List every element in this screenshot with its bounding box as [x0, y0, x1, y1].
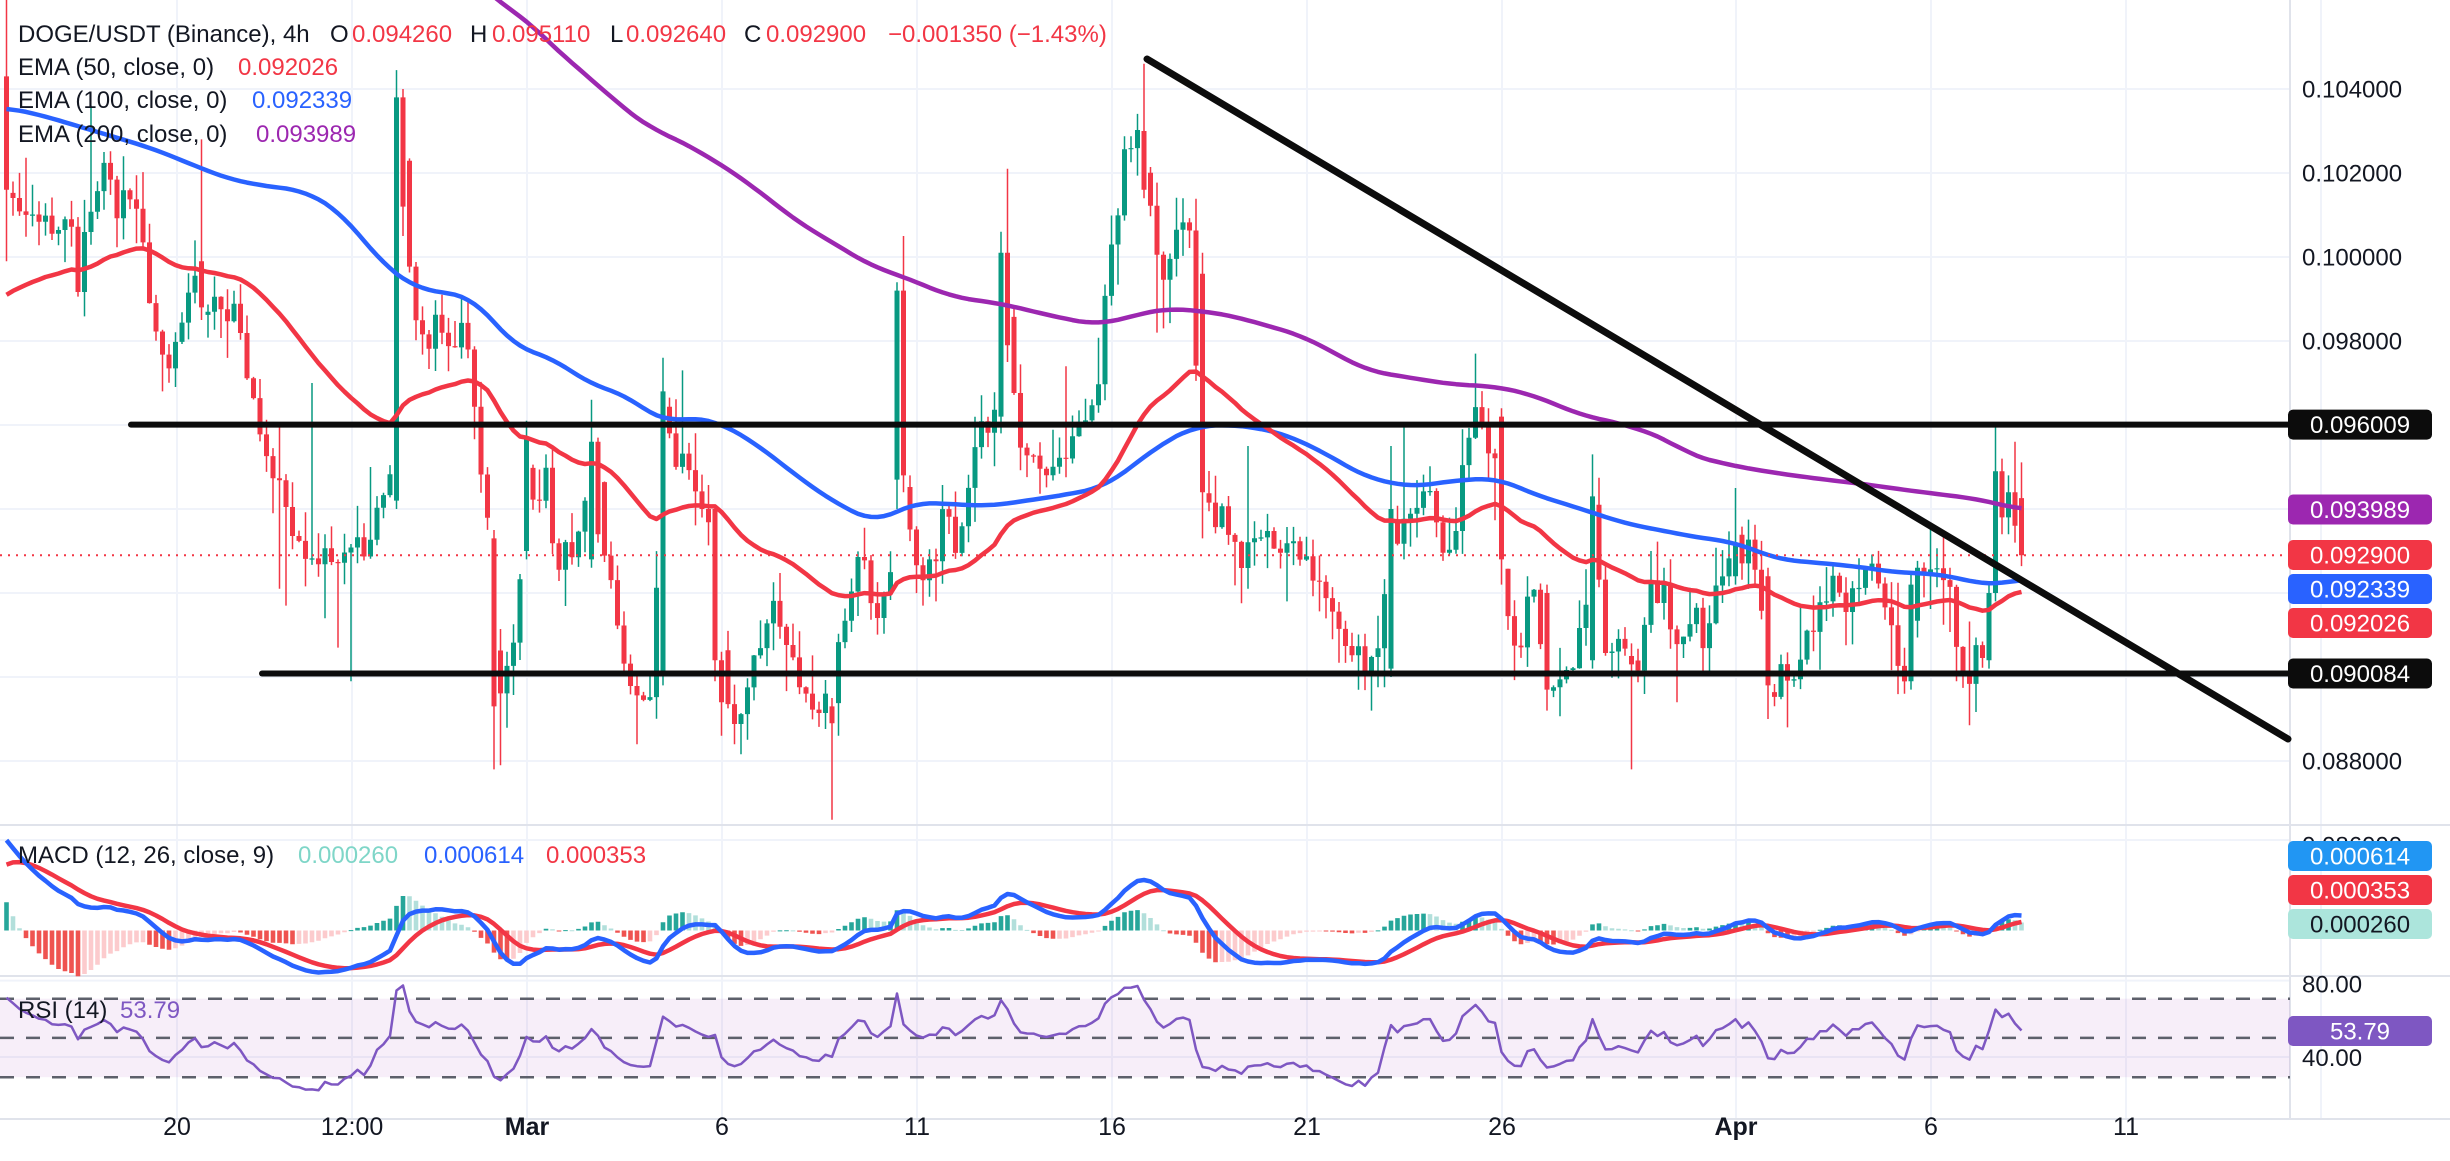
svg-text:6: 6 — [1924, 1113, 1938, 1141]
svg-text:0.000260: 0.000260 — [2310, 911, 2410, 938]
svg-text:80.00: 80.00 — [2302, 971, 2362, 998]
svg-text:H: H — [470, 21, 487, 48]
svg-text:0.092640: 0.092640 — [626, 21, 726, 48]
svg-text:0.092026: 0.092026 — [2310, 610, 2410, 637]
svg-text:11: 11 — [904, 1113, 930, 1141]
svg-text:0.102000: 0.102000 — [2302, 160, 2402, 187]
svg-text:20: 20 — [163, 1113, 191, 1141]
svg-text:−0.001350 (−1.43%): −0.001350 (−1.43%) — [888, 21, 1107, 48]
svg-text:0.092026: 0.092026 — [238, 54, 338, 81]
svg-text:53.79: 53.79 — [2330, 1018, 2390, 1045]
svg-text:0.093989: 0.093989 — [2310, 497, 2410, 524]
svg-text:0.000353: 0.000353 — [2310, 877, 2410, 904]
svg-text:53.79: 53.79 — [120, 997, 180, 1024]
svg-text:26: 26 — [1488, 1113, 1516, 1141]
svg-text:0.092900: 0.092900 — [2310, 542, 2410, 569]
svg-text:0.093989: 0.093989 — [256, 121, 356, 148]
svg-text:Mar: Mar — [505, 1113, 550, 1141]
svg-text:12:00: 12:00 — [321, 1113, 384, 1141]
svg-text:6: 6 — [715, 1113, 729, 1141]
svg-text:0.090084: 0.090084 — [2310, 661, 2410, 688]
svg-text:O: O — [330, 21, 349, 48]
svg-text:0.092339: 0.092339 — [252, 87, 352, 114]
svg-text:0.092900: 0.092900 — [766, 21, 866, 48]
svg-text:L: L — [610, 21, 623, 48]
svg-text:Apr: Apr — [1714, 1113, 1757, 1141]
svg-text:0.092339: 0.092339 — [2310, 576, 2410, 603]
svg-text:11: 11 — [2113, 1113, 2139, 1141]
svg-text:DOGE/USDT (Binance), 4h: DOGE/USDT (Binance), 4h — [18, 21, 310, 48]
svg-text:0.098000: 0.098000 — [2302, 328, 2402, 355]
svg-text:EMA (100, close, 0): EMA (100, close, 0) — [18, 87, 227, 114]
svg-text:0.000353: 0.000353 — [546, 842, 646, 869]
svg-text:0.095110: 0.095110 — [492, 21, 590, 48]
svg-text:40.00: 40.00 — [2302, 1045, 2362, 1072]
svg-text:21: 21 — [1293, 1113, 1321, 1141]
svg-text:EMA (50, close, 0): EMA (50, close, 0) — [18, 54, 214, 81]
svg-text:0.096009: 0.096009 — [2310, 412, 2410, 439]
svg-text:0.000614: 0.000614 — [424, 842, 524, 869]
svg-text:C: C — [744, 21, 761, 48]
svg-text:MACD (12, 26, close, 9): MACD (12, 26, close, 9) — [18, 842, 274, 869]
svg-text:0.100000: 0.100000 — [2302, 244, 2402, 271]
svg-text:0.000614: 0.000614 — [2310, 843, 2410, 870]
svg-text:EMA (200, close, 0): EMA (200, close, 0) — [18, 121, 227, 148]
svg-text:0.094260: 0.094260 — [352, 21, 452, 48]
svg-text:0.000260: 0.000260 — [298, 842, 398, 869]
svg-text:0.088000: 0.088000 — [2302, 748, 2402, 775]
svg-text:RSI (14): RSI (14) — [18, 997, 107, 1024]
svg-text:0.104000: 0.104000 — [2302, 76, 2402, 103]
svg-text:16: 16 — [1098, 1113, 1126, 1141]
